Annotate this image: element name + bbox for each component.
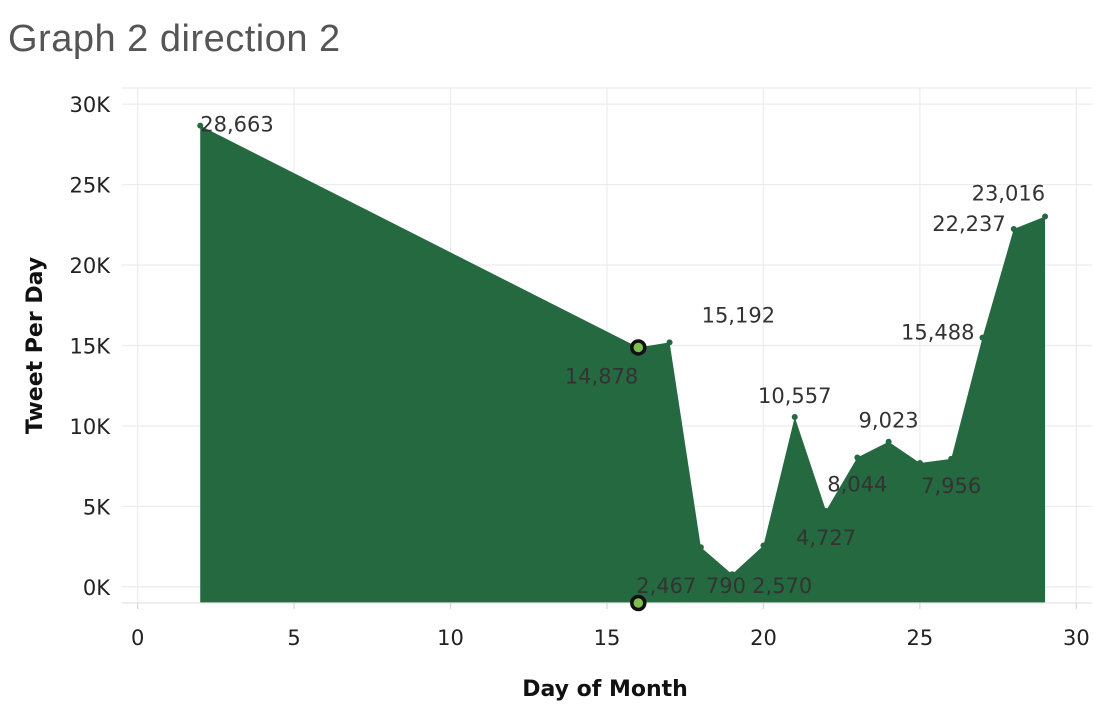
data-point[interactable] bbox=[760, 542, 767, 549]
data-point[interactable] bbox=[885, 438, 892, 445]
chart-title: Graph 2 direction 2 bbox=[8, 18, 341, 60]
highlight-markers bbox=[630, 339, 647, 612]
data-point[interactable] bbox=[697, 544, 704, 551]
data-labels: 28,663 14,878 15,192 10,557 4,727 8,044 9,023 7… bbox=[200, 113, 1045, 598]
x-tick-label: 10 bbox=[437, 626, 464, 650]
y-tick-label: 5K bbox=[83, 495, 111, 519]
axes: 0K 5K 10K 15K 20K 25K 30K 0 5 10 15 20 25 30 bbox=[70, 93, 1092, 650]
data-label: 10,557 bbox=[758, 384, 831, 408]
highlighted-bottom-marker[interactable] bbox=[630, 594, 647, 612]
bottom-data-label: 2,467 bbox=[636, 574, 696, 598]
data-label: 15,488 bbox=[901, 321, 974, 345]
y-tick-label: 15K bbox=[70, 335, 112, 359]
y-tick-label: 30K bbox=[70, 93, 112, 117]
data-label: 14,878 bbox=[565, 364, 638, 388]
area-series bbox=[197, 122, 1049, 604]
y-tick-label: 20K bbox=[70, 254, 112, 278]
x-tick-label: 25 bbox=[907, 626, 934, 650]
bottom-data-label: 2,570 bbox=[752, 574, 812, 598]
data-point[interactable] bbox=[729, 571, 736, 578]
y-tick-label: 10K bbox=[70, 415, 112, 439]
data-point[interactable] bbox=[197, 122, 204, 129]
x-tick-label: 20 bbox=[750, 626, 777, 650]
data-point[interactable] bbox=[979, 334, 986, 341]
x-tick-label: 0 bbox=[131, 626, 144, 650]
data-point[interactable] bbox=[666, 339, 673, 346]
data-point[interactable] bbox=[948, 455, 955, 462]
data-label: 7,956 bbox=[921, 474, 981, 498]
data-point[interactable] bbox=[916, 459, 923, 466]
data-label: 15,192 bbox=[702, 303, 775, 327]
data-point[interactable] bbox=[791, 414, 798, 421]
data-point[interactable] bbox=[1010, 226, 1017, 233]
data-label: 8,044 bbox=[827, 472, 887, 496]
bottom-data-label: 790 bbox=[706, 574, 746, 598]
y-tick-label: 25K bbox=[70, 174, 112, 198]
data-label: 22,237 bbox=[932, 212, 1005, 236]
data-label: 4,727 bbox=[796, 526, 856, 550]
x-tick-label: 5 bbox=[287, 626, 300, 650]
data-point[interactable] bbox=[1042, 213, 1049, 220]
data-label: 28,663 bbox=[200, 113, 273, 137]
x-axis-title: Day of Month bbox=[522, 677, 688, 702]
x-tick-label: 30 bbox=[1063, 626, 1090, 650]
x-tick-label: 15 bbox=[594, 626, 621, 650]
area-fill bbox=[200, 125, 1046, 604]
highlighted-point-marker[interactable] bbox=[630, 339, 647, 356]
y-tick-label: 0K bbox=[83, 576, 111, 600]
data-point[interactable] bbox=[823, 507, 830, 514]
data-label: 9,023 bbox=[859, 409, 919, 433]
y-axis-title: Tweet Per Day bbox=[23, 257, 48, 434]
data-label: 23,016 bbox=[972, 181, 1045, 205]
data-point[interactable] bbox=[854, 454, 861, 461]
